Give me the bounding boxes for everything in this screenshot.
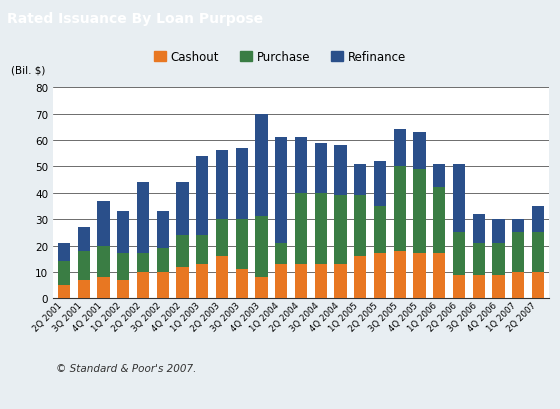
Bar [255, 217, 268, 277]
Bar [275, 264, 287, 299]
Bar [117, 212, 129, 254]
Bar [275, 243, 287, 264]
Bar [394, 130, 406, 167]
Bar [78, 280, 90, 299]
Bar [117, 254, 129, 280]
Bar [374, 254, 386, 299]
Bar [255, 114, 268, 217]
Bar [334, 146, 347, 196]
Bar [492, 275, 505, 299]
Bar [137, 254, 149, 272]
Bar [176, 235, 189, 267]
Bar [394, 167, 406, 251]
Bar [433, 254, 445, 299]
Text: Rated Issuance By Loan Purpose: Rated Issuance By Loan Purpose [7, 12, 263, 27]
Bar [236, 270, 248, 299]
Bar [354, 256, 366, 299]
Bar [374, 207, 386, 254]
Bar [473, 275, 485, 299]
Bar [413, 254, 426, 299]
Bar [216, 151, 228, 220]
Bar [433, 164, 445, 188]
Bar [295, 264, 307, 299]
Bar [196, 264, 208, 299]
Text: © Standard & Poor's 2007.: © Standard & Poor's 2007. [56, 364, 197, 373]
Bar [433, 188, 445, 254]
Bar [78, 227, 90, 251]
Bar [295, 138, 307, 193]
Bar [216, 220, 228, 256]
Bar [58, 243, 70, 262]
Bar [97, 277, 110, 299]
Bar [394, 251, 406, 299]
Bar [255, 277, 268, 299]
Bar [473, 243, 485, 275]
Bar [97, 201, 110, 246]
Bar [58, 285, 70, 299]
Legend: Cashout, Purchase, Refinance: Cashout, Purchase, Refinance [149, 46, 411, 68]
Bar [137, 272, 149, 299]
Bar [512, 272, 524, 299]
Bar [275, 138, 287, 243]
Bar [216, 256, 228, 299]
Bar [236, 220, 248, 270]
Bar [532, 233, 544, 272]
Bar [334, 196, 347, 264]
Bar [176, 267, 189, 299]
Bar [315, 193, 327, 264]
Bar [137, 183, 149, 254]
Bar [492, 220, 505, 243]
Bar [315, 143, 327, 193]
Bar [315, 264, 327, 299]
Bar [532, 272, 544, 299]
Bar [58, 262, 70, 285]
Bar [413, 170, 426, 254]
Bar [354, 164, 366, 196]
Bar [413, 133, 426, 170]
Bar [295, 193, 307, 264]
Bar [512, 233, 524, 272]
Bar [532, 207, 544, 233]
Bar [78, 251, 90, 280]
Bar [176, 183, 189, 235]
Bar [354, 196, 366, 256]
Bar [334, 264, 347, 299]
Bar [492, 243, 505, 275]
Bar [236, 148, 248, 220]
Bar [196, 156, 208, 235]
Bar [97, 246, 110, 277]
Bar [453, 233, 465, 275]
Text: (Bil. $): (Bil. $) [11, 65, 45, 75]
Bar [374, 162, 386, 207]
Bar [453, 275, 465, 299]
Bar [453, 164, 465, 233]
Bar [196, 236, 208, 264]
Bar [157, 212, 169, 249]
Bar [473, 214, 485, 243]
Bar [157, 249, 169, 272]
Bar [512, 220, 524, 233]
Bar [117, 280, 129, 299]
Bar [157, 272, 169, 299]
